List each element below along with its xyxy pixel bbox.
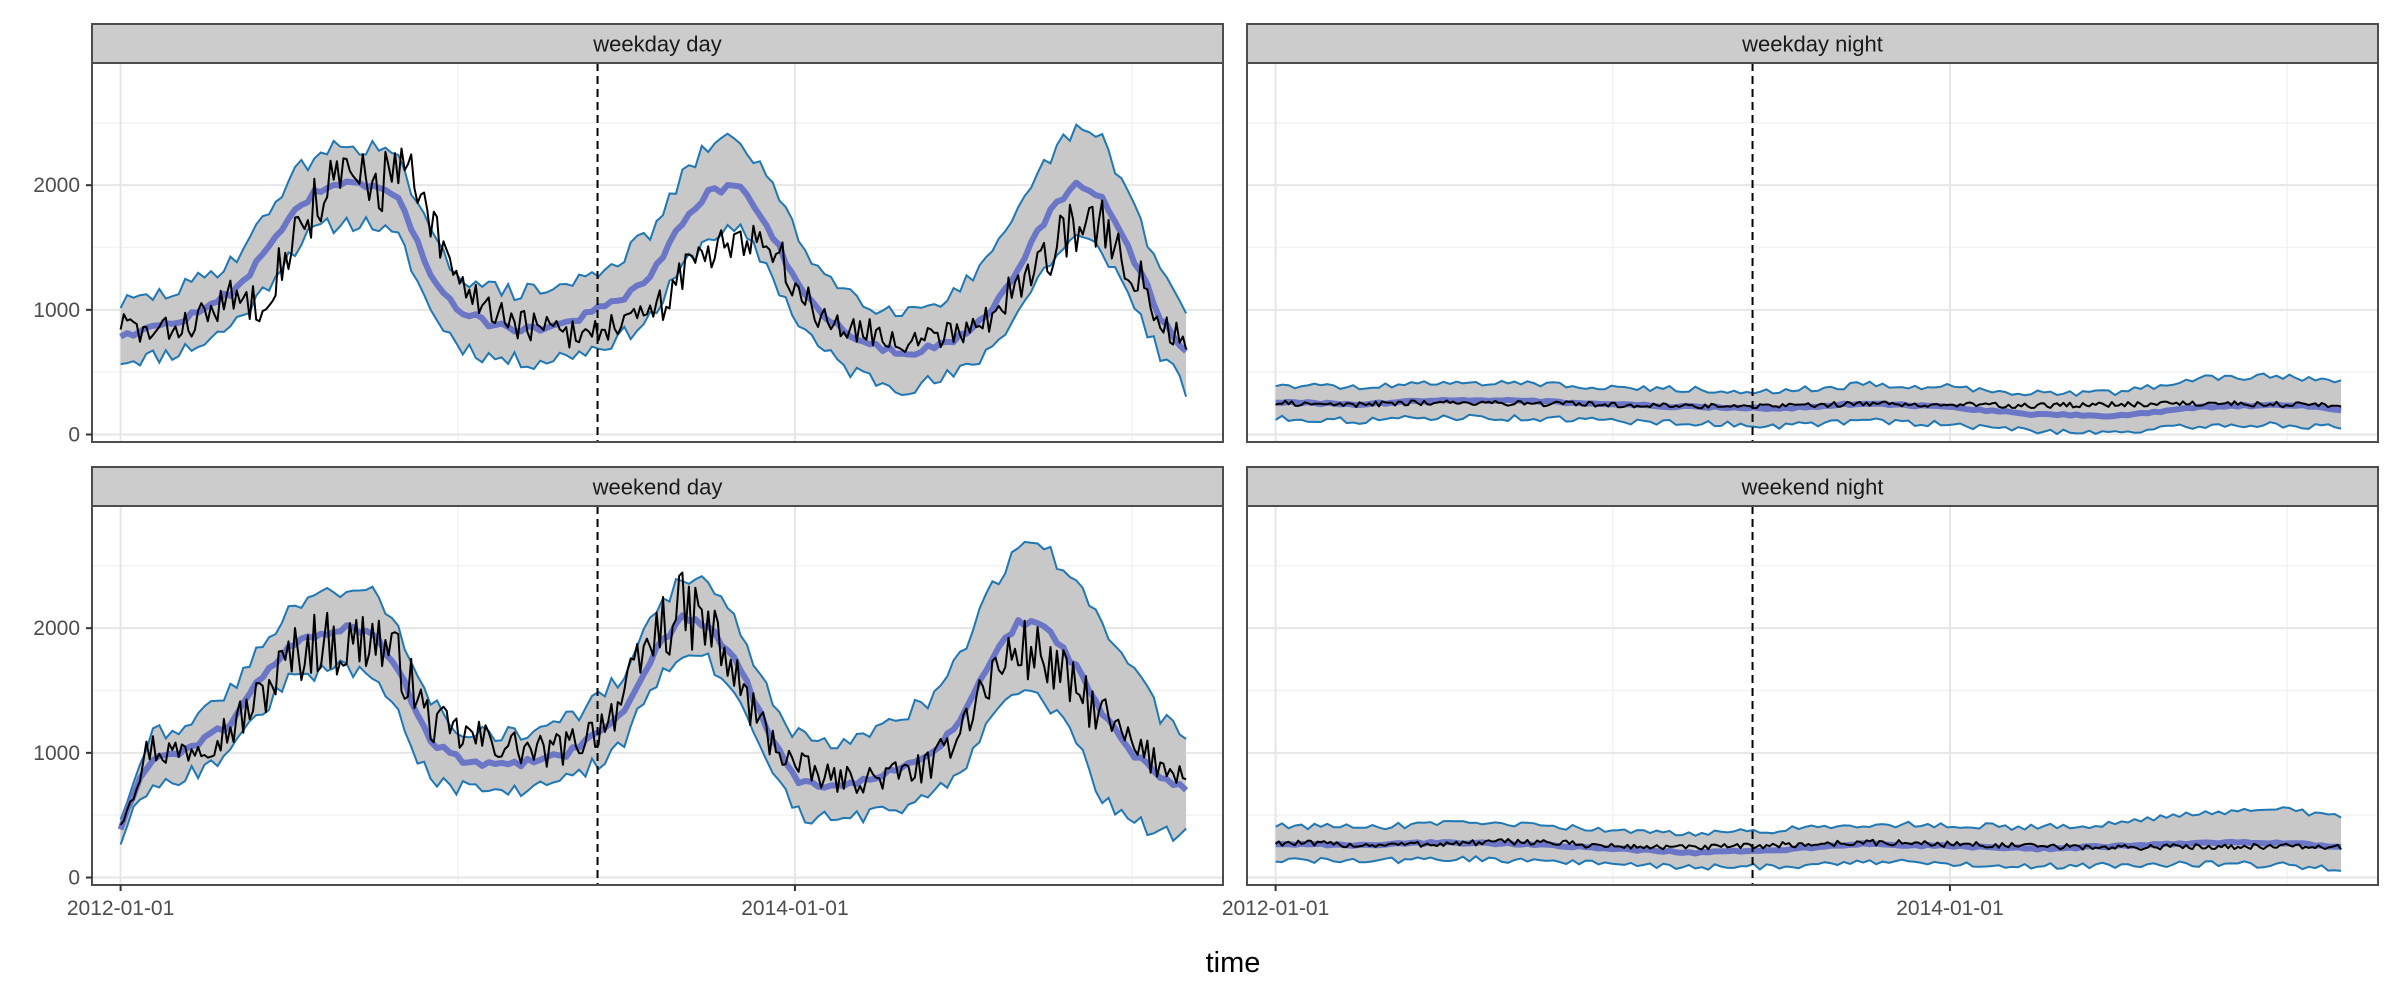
plot-background [1247,63,2378,442]
x-tick-label: 2014-01-01 [741,897,848,920]
facet-strip [91,23,1224,64]
band-lower-edge [1275,855,2342,872]
observed-line [1275,399,2342,410]
facet-strip-label: weekend night [1741,475,1884,500]
facet-panel: weekend day 0 1000 2000 2012-01-01 2014-01-01 [33,466,1224,920]
observed-line [119,147,1188,353]
band-lower-edge [1275,413,2342,436]
y-tick-label: 2000 [33,617,80,640]
panels: weekday day 0 1000 2000 weekday night weekend… [33,23,2379,920]
facet-strip-label: weekday day [592,32,721,57]
observed-line [119,571,1187,826]
x-axis-title: time [1206,947,1261,979]
prediction-line [1275,838,2342,857]
band-upper-edge [119,540,1187,820]
y-tick-label: 1000 [33,299,80,322]
y-tick-label: 0 [68,424,80,447]
x-tick-label: 2012-01-01 [67,897,174,920]
panel-border [91,505,1224,886]
observed-line [1274,838,2342,851]
plot-area [92,63,1223,442]
prediction-interval-band [1275,807,2342,871]
y-tick-label: 2000 [33,174,80,197]
plot-area [1247,63,2378,442]
x-tick-label: 2012-01-01 [1222,897,1329,920]
facet-strip-label: weekday night [1741,32,1883,57]
facet-strip-label: weekend day [592,475,723,500]
plot-area [92,506,1223,885]
y-tick-label: 1000 [33,742,80,765]
y-tick-label: 0 [68,867,80,890]
facet-panel: weekday day 0 1000 2000 [33,23,1224,447]
facet-panel: weekday night [1246,23,2379,443]
panel-border [91,62,1224,443]
band-upper-edge [1275,372,2342,398]
facet-strip [1246,23,2379,64]
facet-strip [1246,466,2379,507]
band-upper-edge [119,122,1187,318]
prediction-line [1275,396,2342,420]
panel-border [1246,62,2379,443]
panel-border [1246,505,2379,886]
x-tick-label: 2014-01-01 [1896,897,2003,920]
band-lower-edge [119,652,1187,845]
facet-panel: weekend night 2012-01-01 2014-01-01 [1222,466,2379,920]
plot-area [1247,506,2378,885]
band-upper-edge [1275,806,2342,837]
